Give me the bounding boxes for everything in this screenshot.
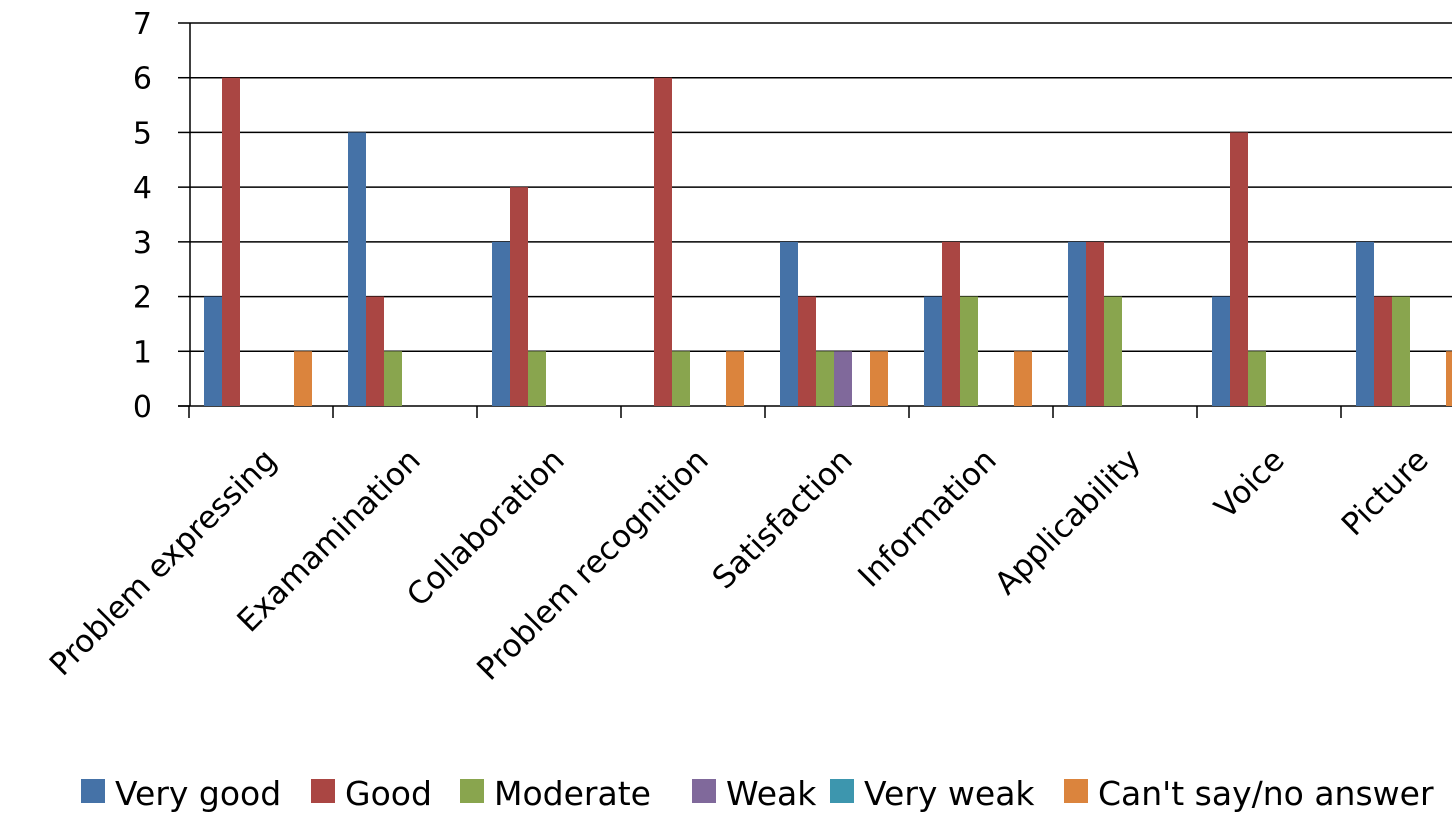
bar-good xyxy=(1086,241,1104,406)
y-tick-label: 1 xyxy=(133,335,152,370)
legend-swatch xyxy=(1064,779,1088,803)
bar-moderate xyxy=(1104,296,1122,406)
bar-good xyxy=(366,296,384,406)
bar-weak xyxy=(834,351,852,406)
bar-good xyxy=(798,296,816,406)
bar-very-good xyxy=(780,241,798,406)
y-tick-label: 5 xyxy=(133,116,152,151)
legend-swatch xyxy=(830,779,854,803)
legend: Very good Good Moderate Weak Very weak Can't … xyxy=(81,774,1434,813)
x-category-label: Applicability xyxy=(988,442,1148,602)
legend-swatch xyxy=(692,779,716,803)
x-category-label: Satisfaction xyxy=(706,442,860,596)
bar-moderate xyxy=(1248,351,1266,406)
x-category-labels: Problem expressingExamaminationCollabora… xyxy=(43,442,1436,687)
bar-very-good xyxy=(492,241,510,406)
y-tick-label: 6 xyxy=(133,62,152,97)
legend-label: Can't say/no answer xyxy=(1098,774,1434,813)
y-axis: 0 1 2 3 4 5 6 7 xyxy=(133,7,191,425)
x-category-label: Information xyxy=(851,442,1003,594)
bar-can-t-say-no-answer xyxy=(1446,351,1452,406)
bar-good xyxy=(942,241,960,406)
bar-moderate xyxy=(1392,296,1410,406)
bar-very-good xyxy=(924,296,942,406)
bar-good xyxy=(1374,296,1392,406)
bar-can-t-say-no-answer xyxy=(726,351,744,406)
y-tick-label: 2 xyxy=(133,281,152,316)
bar-good xyxy=(222,77,240,406)
legend-label: Very good xyxy=(115,774,281,813)
legend-label: Weak xyxy=(726,774,817,813)
bar-can-t-say-no-answer xyxy=(294,351,312,406)
bar-very-good xyxy=(348,132,366,406)
bar-good xyxy=(654,77,672,406)
bar-moderate xyxy=(672,351,690,406)
x-category-label: Problem expressing xyxy=(43,442,284,683)
x-category-label: Picture xyxy=(1335,442,1436,543)
legend-swatch xyxy=(460,779,484,803)
y-tick-label: 7 xyxy=(133,7,152,42)
bars xyxy=(204,77,1452,406)
bar-can-t-say-no-answer xyxy=(1014,351,1032,406)
bar-good xyxy=(510,187,528,406)
bar-very-good xyxy=(1068,241,1086,406)
bar-very-good xyxy=(1356,241,1374,406)
bar-moderate xyxy=(384,351,402,406)
legend-swatch xyxy=(311,779,335,803)
legend-label: Moderate xyxy=(494,774,651,813)
bar-moderate xyxy=(960,296,978,406)
bar-very-good xyxy=(1212,296,1230,406)
y-tick-label: 4 xyxy=(133,171,152,206)
bar-moderate xyxy=(528,351,546,406)
bar-good xyxy=(1230,132,1248,406)
y-tick-label: 0 xyxy=(133,390,152,425)
legend-label: Good xyxy=(345,774,432,813)
bar-very-good xyxy=(204,296,222,406)
bar-can-t-say-no-answer xyxy=(870,351,888,406)
x-axis xyxy=(178,405,1452,418)
legend-swatch xyxy=(81,779,105,803)
bar-moderate xyxy=(816,351,834,406)
y-tick-label: 3 xyxy=(133,226,152,261)
x-category-label: Voice xyxy=(1208,442,1292,526)
gridlines xyxy=(190,22,1452,353)
x-category-label: Problem recognition xyxy=(470,442,715,687)
legend-label: Very weak xyxy=(864,774,1035,813)
